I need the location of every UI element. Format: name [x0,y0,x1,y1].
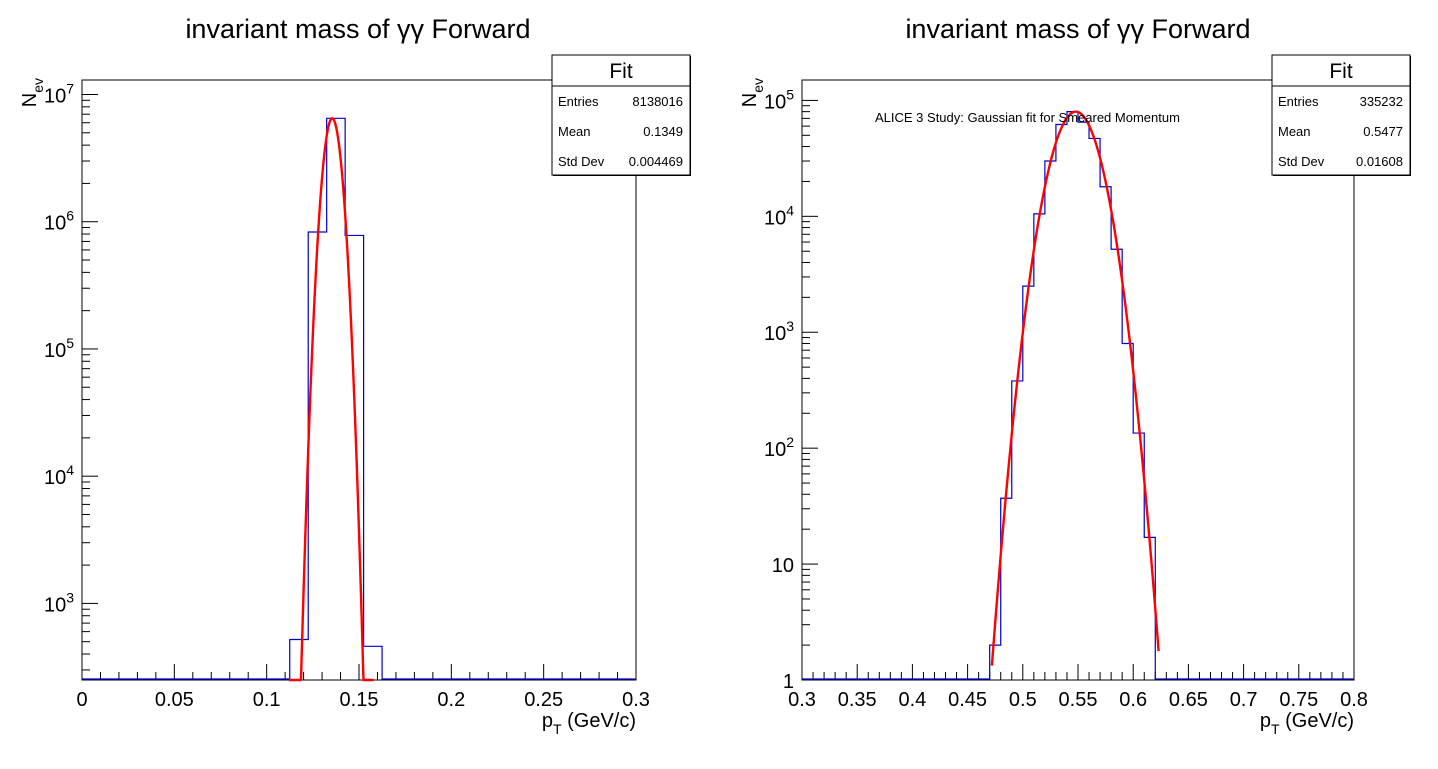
x-tick-label: 0.25 [524,689,563,711]
y-axis-label: Nev [739,78,766,107]
x-tick-label: 0.3 [622,689,650,711]
x-tick-label: 0 [76,689,87,711]
histogram-bin [1078,122,1089,680]
y-tick-label: 106 [44,208,74,235]
histogram-bin [364,646,382,680]
chart-title: invariant mass of γγ Forward [905,14,1250,44]
x-tick-label: 0.4 [898,689,926,711]
annotation-text: ALICE 3 Study: Gaussian fit for Smeared … [875,110,1180,125]
stats-label: Mean [1278,124,1311,139]
x-tick-label: 0.6 [1119,689,1147,711]
x-tick-label: 0.55 [1059,689,1098,711]
histogram-bin [1023,286,1034,680]
x-tick-label: 0.2 [437,689,465,711]
y-tick-label: 107 [44,80,74,107]
x-tick-label: 0.35 [838,689,877,711]
histogram-bin [1122,343,1133,680]
y-tick-label: 103 [44,589,74,616]
x-tick-label: 0.7 [1230,689,1258,711]
histogram-bin [1045,161,1056,680]
stats-box: Fit Entries 8138016 Mean 0.1349 Std Dev 0.0044… [551,54,691,176]
stats-value: 8138016 [632,94,683,109]
x-tick-label: 0.1 [253,689,281,711]
histogram-bin [1100,187,1111,680]
stats-label: Std Dev [1278,154,1325,169]
stats-box: Fit Entries 335232 Mean 0.5477 Std Dev 0.01608 [1271,54,1411,176]
x-tick-label: 0.05 [155,689,194,711]
histogram-bin [1089,138,1100,680]
stats-value: 0.5477 [1363,124,1403,139]
histogram-series [82,117,636,680]
stats-box-title: Fit [609,60,632,83]
y-tick-label: 105 [764,86,794,113]
histogram-bin [1144,537,1155,680]
x-tick-label: 0.5 [1009,689,1037,711]
stats-value: 0.004469 [629,154,683,169]
y-tick-label: 1 [783,671,794,693]
y-tick-label: 105 [44,335,74,362]
stats-box-title: Fit [1329,60,1352,83]
stats-value: 0.1349 [643,124,683,139]
y-tick-label: 102 [764,434,794,461]
x-tick-label: 0.65 [1169,689,1208,711]
y-tick-label: 104 [44,462,74,489]
x-tick-label: 0.8 [1340,689,1368,711]
chart-panel-2: invariant mass of γγ Forward 0.3 0.35 0.4 0.… [739,14,1411,737]
x-tick-label: 0.15 [340,689,379,711]
x-axis-label: pT (GeV/c) [1260,710,1354,737]
fit-curve [990,110,1160,666]
stats-label: Mean [558,124,591,139]
y-tick-label: 103 [764,318,794,345]
y-tick-label: 10 [772,555,794,577]
stats-label: Std Dev [558,154,605,169]
histogram-bin [1067,112,1078,680]
stats-value: 335232 [1360,94,1403,109]
stats-box-frame [1271,54,1411,176]
stats-value: 0.01608 [1356,154,1403,169]
histogram-bin [290,640,308,680]
histogram-bin [1034,214,1045,680]
fit-curve [288,117,374,682]
x-tick-label: 0.3 [788,689,816,711]
stats-box-frame [551,54,691,176]
chart-title: invariant mass of γγ Forward [185,14,530,44]
y-tick-label: 104 [764,202,794,229]
y-axis-label: Nev [19,78,46,107]
chart-panel-1: invariant mass of γγ Forward 0 0.05 0.1 0.15… [19,14,691,737]
stats-label: Entries [1278,94,1319,109]
histogram-bin [308,232,326,680]
stats-label: Entries [558,94,599,109]
x-tick-label: 0.75 [1279,689,1318,711]
x-tick-label: 0.45 [948,689,987,711]
histogram-bin [327,118,345,680]
x-axis-label: pT (GeV/c) [542,710,636,737]
histogram-bin [1111,249,1122,680]
histogram-bin [1056,124,1067,680]
